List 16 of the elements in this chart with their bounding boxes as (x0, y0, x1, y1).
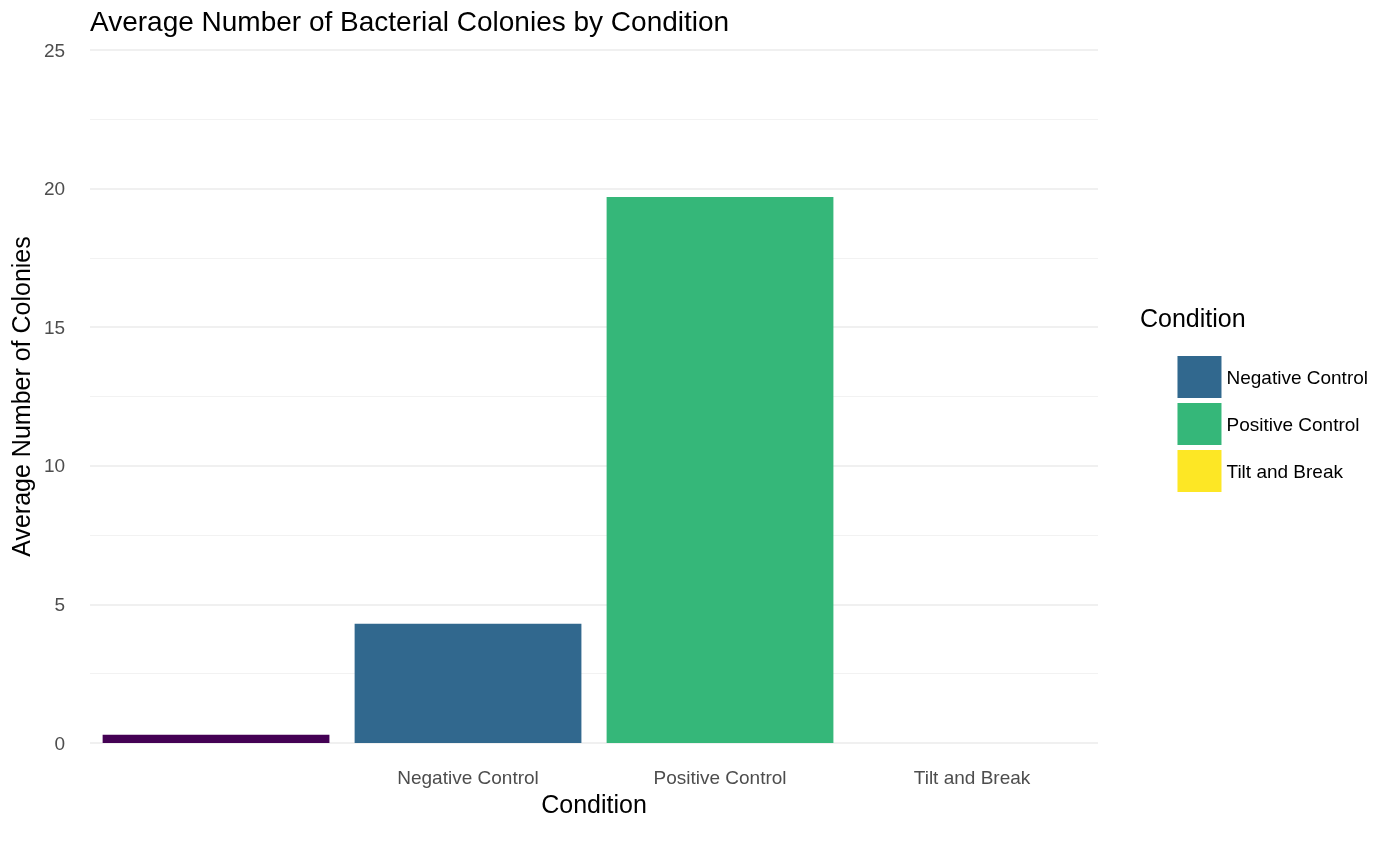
x-tick-label: Positive Control (653, 767, 787, 788)
legend-label: Negative Control (1226, 366, 1369, 388)
x-tick-label: Negative Control (397, 767, 539, 788)
y-tick-label: 25 (43, 39, 66, 61)
x-axis-title: Condition (541, 790, 647, 819)
legend-label: Tilt and Break (1226, 460, 1344, 482)
y-axis-title: Average Number of Colonies (6, 236, 35, 557)
y-tick-label: 10 (43, 455, 66, 477)
x-tick-label: Tilt and Break (913, 767, 1031, 788)
legend-title: Condition (1140, 303, 1246, 332)
y-tick-label: 5 (54, 593, 66, 615)
y-tick-label: 0 (54, 732, 66, 754)
chart-title: Average Number of Bacterial Colonies by Condition (90, 5, 730, 37)
y-tick-label: 20 (43, 178, 66, 200)
legend-label: Positive Control (1226, 413, 1360, 435)
y-tick-label: 15 (43, 316, 66, 338)
